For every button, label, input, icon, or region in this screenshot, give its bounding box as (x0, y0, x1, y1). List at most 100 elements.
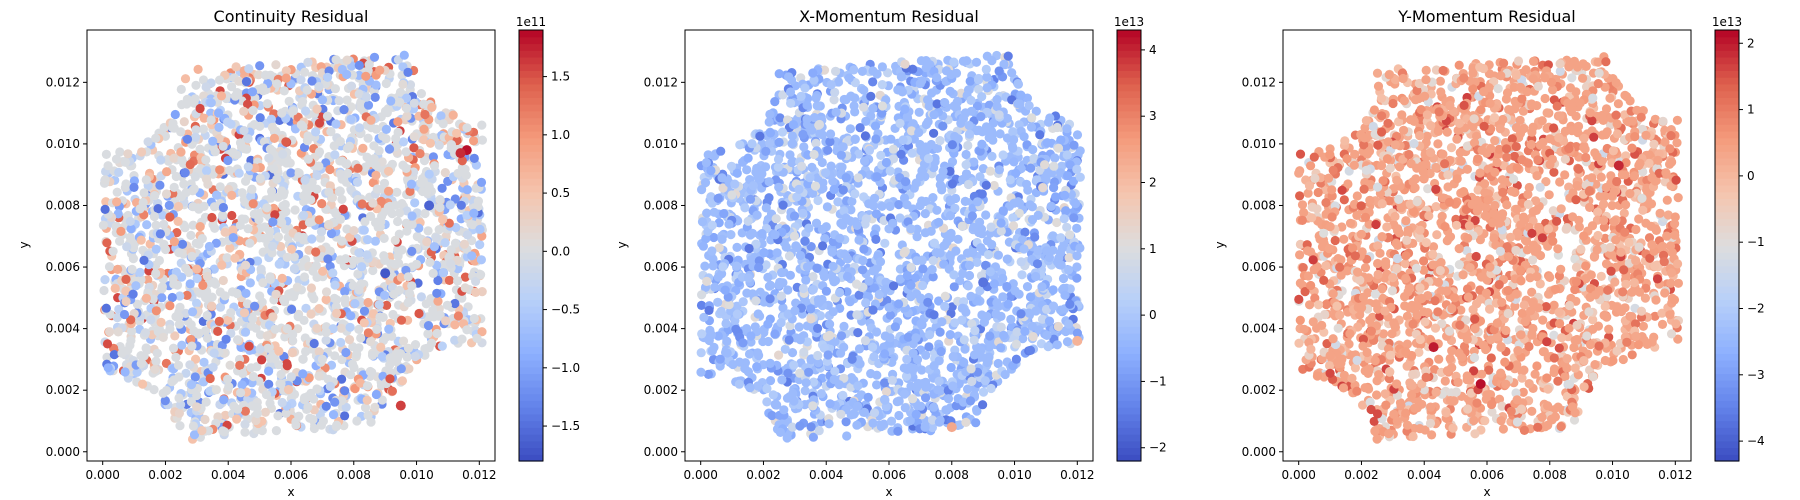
scatter-point (214, 122, 224, 132)
scatter-point (902, 200, 912, 210)
scatter-point (288, 329, 298, 340)
scatter-point (428, 268, 438, 278)
scatter-point (403, 298, 413, 308)
scatter-point (173, 360, 184, 370)
scatter-point (165, 324, 175, 334)
scatter-point (175, 302, 185, 312)
scatter-point (202, 166, 212, 176)
colorbar-segment (519, 144, 543, 152)
scatter-point (371, 170, 381, 180)
scatter-point (372, 184, 382, 194)
scatter-point (427, 102, 437, 112)
scatter-point (940, 291, 950, 301)
scatter-point (322, 111, 333, 121)
scatter-point (164, 200, 174, 210)
scatter-point (429, 161, 440, 171)
scatter-point (877, 101, 888, 111)
scatter-point (102, 352, 112, 362)
scatter-point (885, 201, 895, 211)
scatter-point (403, 272, 413, 282)
scatter-point (120, 157, 130, 167)
scatter-point (241, 288, 251, 298)
scatter-point (105, 327, 115, 337)
scatter-point (942, 237, 952, 247)
scatter-point (201, 174, 212, 184)
scatter-point (119, 309, 130, 320)
scatter-point (170, 109, 180, 120)
colorbar-segment (519, 285, 543, 294)
scatter-point (172, 228, 182, 238)
scatter-point (202, 271, 212, 281)
scatter-point (965, 76, 975, 86)
scatter-point (151, 244, 161, 254)
scatter-point (446, 259, 456, 269)
scatter-point (114, 167, 124, 177)
scatter-point (227, 210, 237, 221)
scatter-point (226, 308, 236, 318)
scatter-point (185, 360, 195, 370)
scatter-point (325, 164, 335, 175)
scatter-point (258, 83, 268, 93)
scatter-point (1028, 145, 1038, 155)
scatter-point (462, 123, 472, 133)
scatter-point (139, 188, 149, 198)
scatter-point (425, 257, 435, 267)
scatter-point (264, 366, 274, 376)
colorbar-segment (519, 299, 543, 307)
x-axis-ticks: 0.000 0.002 0.004 0.006 0.008 0.010 0.012 (86, 461, 496, 482)
scatter-point (165, 301, 175, 311)
scatter-point (141, 293, 151, 303)
scatter-point (294, 411, 304, 421)
scatter-point (821, 168, 831, 178)
scatter-point (123, 149, 133, 159)
scatter-point (928, 256, 938, 266)
scatter-point (215, 182, 225, 192)
scatter-point (207, 212, 217, 223)
scatter-point (928, 193, 938, 203)
scatter-point (241, 77, 252, 87)
scatter-point (462, 230, 473, 240)
scatter-point (374, 146, 384, 156)
scatter-point (352, 177, 363, 187)
scatter-point (217, 260, 227, 270)
scatter-point (266, 114, 276, 124)
scatter-point (1020, 227, 1030, 237)
scatter-point (218, 202, 228, 213)
colorbar-segment (519, 265, 543, 274)
scatter-point (785, 87, 796, 97)
scatter-point (110, 283, 120, 293)
scatter-point (299, 394, 309, 405)
x-tick-label: 0.002 (148, 468, 182, 482)
scatter-point (281, 158, 291, 168)
scatter-point (321, 401, 331, 411)
scatter-point (1058, 273, 1069, 284)
scatter-point (155, 180, 165, 190)
scatter-point (475, 240, 485, 250)
scatter-point (385, 201, 395, 211)
x-axis-label: x (287, 485, 294, 499)
scatter-point (308, 266, 318, 276)
colorbar-tick-label: −1.0 (551, 361, 580, 375)
scatter-point (198, 280, 208, 290)
scatter-point (894, 410, 904, 421)
scatter-point (1022, 282, 1033, 292)
scatter-point (375, 312, 385, 322)
scatter-point (850, 107, 860, 117)
scatter-point (852, 310, 862, 320)
scatter-point (240, 419, 250, 429)
scatter-point (272, 174, 282, 184)
scatter-point (927, 264, 937, 275)
scatter-point (234, 76, 244, 86)
scatter-point (174, 319, 184, 329)
scatter-point (354, 324, 364, 334)
scatter-point (757, 169, 767, 179)
colorbar-tick-label: −0.5 (551, 303, 580, 317)
scatter-point (457, 334, 467, 344)
scatter-point (323, 72, 333, 82)
scatter-point (921, 350, 931, 360)
colorbar-segment (519, 151, 543, 159)
scatter-point (265, 398, 275, 408)
scatter-point (344, 335, 355, 345)
scatter-point (817, 157, 827, 168)
